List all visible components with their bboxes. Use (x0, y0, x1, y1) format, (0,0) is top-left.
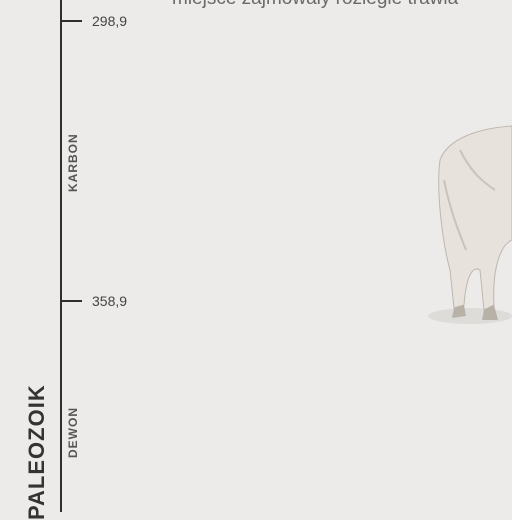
caption-text: miejsce zajmowały rozległe trawia (172, 0, 458, 10)
tick-label-358-9: 358,9 (92, 293, 128, 309)
tick-298-9 (60, 20, 82, 22)
tick-358-9 (60, 300, 82, 302)
bison-illustration (428, 125, 512, 324)
era-paleozoik: PALEOZOIK (24, 384, 49, 520)
period-dewon: DEWON (66, 407, 80, 458)
timeline-axis (60, 0, 62, 512)
period-karbon: KARBON (66, 133, 80, 192)
tick-label-298-9: 298,9 (92, 13, 128, 29)
